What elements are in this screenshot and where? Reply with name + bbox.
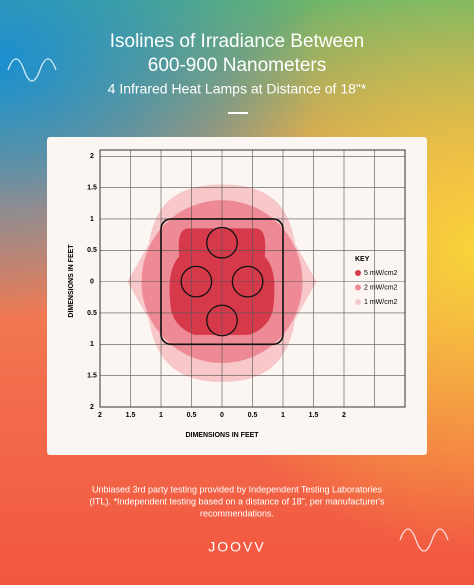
plot-frame [99,149,406,408]
y-tick-label: 0.5 [87,247,97,254]
x-tick-label: 2 [98,412,102,419]
legend-label: 5 mW/cm2 [364,270,398,277]
chart-title: 600-900 Nanometers [148,55,327,76]
y-tick-label: 1 [90,341,94,348]
x-tick-label: 0.5 [187,412,197,419]
y-tick-label: 0 [90,278,94,285]
y-tick-label: 0.5 [87,310,97,317]
footnote: recommendations. [200,508,274,518]
brand-logo: JOOVV [208,539,265,555]
lamp [206,304,238,337]
chart-title: Isolines of Irradiance Between [110,31,365,52]
x-tick-label: 0 [220,412,224,419]
legend-swatch [355,270,361,276]
legend-title: KEY [355,256,370,263]
chart-subtitle: 4 Infrared Heat Lamps at Distance of 18"… [108,81,367,97]
x-tick-label: 1.5 [309,412,319,419]
legend-swatch [355,284,361,291]
decoration [399,528,449,552]
x-tick-label: 2 [342,412,346,419]
x-tick-label: 0.5 [248,412,258,419]
y-tick-label: 1.5 [87,184,97,191]
y-tick-label: 1.5 [87,373,97,380]
lamp [206,226,238,259]
y-axis-label: DIMENSIONS IN FEET [68,244,75,318]
lamp [231,265,264,298]
y-tick-label: 2 [90,404,94,411]
x-axis-label: DIMENSIONS IN FEET [185,432,259,439]
lamp-array-outline [160,218,284,346]
footnote: Unbiased 3rd party testing provided by I… [92,484,383,494]
decoration [7,58,57,82]
legend-swatch [355,299,361,305]
x-tick-label: 1 [281,412,285,419]
footnote: (ITL). *Independent testing based on a d… [89,496,385,506]
y-tick-label: 2 [90,153,94,160]
legend-label: 1 mW/cm2 [364,299,398,306]
x-tick-label: 1.5 [126,412,136,419]
x-tick-label: 1 [159,412,163,419]
y-tick-label: 1 [90,216,94,223]
legend-label: 2 mW/cm2 [364,284,398,291]
lamp [180,265,213,298]
plot-area [99,149,406,408]
